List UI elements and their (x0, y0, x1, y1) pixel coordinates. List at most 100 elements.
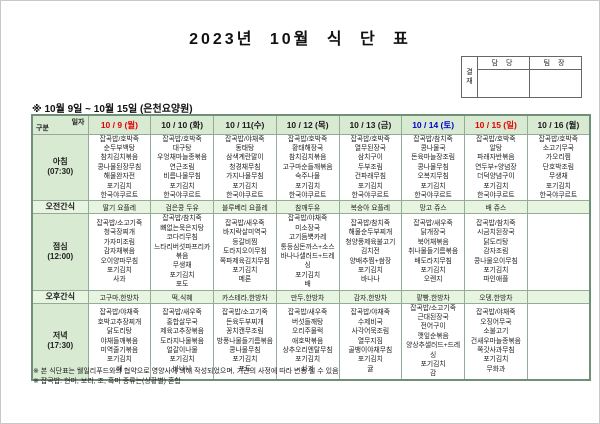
cell-breakfast: 잡곡밥/호박죽 소고기무국 가오리찜 단호박조림 무생채 포기김치 한국야쿠르트 (526, 133, 591, 202)
menu-item: 포기김치 (545, 182, 571, 190)
menu-item: 포도 (238, 365, 252, 373)
menu-item: 골뱅이야채무침 (348, 346, 393, 354)
row-header-pm-snack: 오후간식 (31, 289, 89, 304)
cell-am-snack: 검은콩 두유 (150, 200, 214, 215)
menu-item: 포기김치 (232, 267, 258, 275)
menu-item: 전어구이 (420, 323, 446, 331)
row-header-label: 오후간식 (45, 291, 75, 301)
menu-item: 꽁치캔무조림 (226, 328, 264, 336)
menu-item: 포기김치 (483, 182, 509, 190)
menu-item: 사각어묵조림 (351, 328, 390, 336)
approval-stamp-label: 결 재 (461, 56, 478, 98)
date-header: 10 / 10 (화) (150, 114, 214, 135)
menu-item: 고구마순들깨볶음 (282, 163, 333, 171)
cell-lunch: 잡곡밥/야채죽 미소장국 고기듬뿍카레 통등심돈까스+소스 바나나샐러드+드레싱 포기김치… (275, 213, 340, 291)
menu-item: 포기김치 (483, 267, 509, 275)
date-header: 10 / 9 (월) (87, 114, 152, 135)
menu-item: 홍합살무국 (166, 318, 198, 326)
menu-item: 청양풍제육불고기 (345, 238, 396, 246)
menu-item: 포기김치 (106, 267, 132, 275)
row-header-time: (12:00) (47, 251, 74, 261)
menu-item: 김치전 (360, 248, 380, 256)
menu-item: 잡곡밥/새우죽 (413, 220, 453, 228)
week-range-subtitle: ※ 10월 9일 ~ 10월 15일 (은천요양원) (32, 104, 193, 115)
menu-item: 포도 (175, 281, 189, 289)
cell-am-snack: 배 쥬스 (464, 200, 528, 215)
am-snack-row: 오전간식 딸기 요플레 검은콩 두유 블루베리 요플레 참깨두유 복숭아 요플레 망고 쥬… (31, 200, 591, 215)
menu-item: 포기김치 (420, 182, 446, 190)
menu-item: 잡곡밥/야채죽 (350, 309, 391, 317)
menu-item: 한국야쿠르트 (100, 191, 139, 199)
menu-item: 한국야쿠르트 (477, 191, 515, 199)
menu-item: 한국야쿠르트 (163, 191, 201, 199)
menu-item: 청국장찌개 (103, 229, 135, 237)
menu-item: 순두부백탕 (103, 144, 135, 152)
menu-item: 한국야쿠르트 (414, 191, 452, 199)
menu-item: 콩나물국 (420, 144, 446, 152)
menu-item: 오리주물럭 (291, 328, 324, 336)
menu-item: 비름나물무침 (163, 173, 201, 181)
cell-breakfast: 잡곡밥/호박죽 황태해장국 참치김치볶음 고구마순들깨볶음 숙주나물 포기김치 한국야쿠르트 (275, 133, 340, 202)
date-header: 10 / 12 (목) (275, 114, 340, 135)
menu-item: 도라지오이무침 (222, 248, 267, 256)
menu-item: 콩나물오이무침 (473, 257, 518, 265)
menu-item: 포기김치 (232, 356, 258, 364)
cell-am-snack: 딸기 요플레 (87, 200, 152, 215)
menu-item: 잡곡밥/호박죽 (99, 135, 140, 143)
menu-item: 오징어무국 (480, 318, 512, 326)
menu-item: 파인애플 (483, 276, 509, 284)
menu-item: 잡곡밥/참치죽 (476, 220, 516, 228)
menu-item: 잡곡밥/야채죽 (225, 135, 265, 143)
menu-item: 돈육두부찌개 (226, 318, 264, 326)
menu-item: 애호박볶음 (291, 337, 324, 345)
menu-item: 파래자반볶음 (477, 154, 515, 162)
menu-item: 포기김치 (357, 356, 383, 364)
menu-item: 잡곡밥/새우죽 (287, 309, 328, 317)
menu-item: 잡곡밥/호박죽 (538, 135, 579, 143)
menu-item: 건새우마늘종볶음 (470, 337, 521, 345)
menu-item: 포기김치 (357, 182, 383, 190)
cell-dinner: 잡곡밥/소고기죽 돈육두부찌개 꽁치캔무조림 방풍나물들기름볶음 콩나물무침 포기김치 포도 (213, 302, 277, 381)
corner-cell: 일자 구분 (31, 114, 89, 135)
menu-item: 도라지나물볶음 (160, 337, 205, 345)
cell-pm-snack: 떡,식혜 (150, 289, 214, 304)
cell-breakfast: 잡곡밥/야채죽 동태탕 삼색계란말이 청경채무침 가지나물무침 포기김치 한국야쿠르트 (213, 133, 277, 202)
menu-item: 해물완자전 (103, 173, 135, 181)
cell-pm-snack: 카스테라,한방차 (213, 289, 277, 304)
menu-item: 잡곡밥/새우죽 (225, 220, 265, 228)
row-header-am-snack: 오전간식 (31, 200, 89, 215)
menu-item: 한국야쿠르트 (288, 191, 327, 199)
dinner-row: 저녁 (17:30) 잡곡밥/야채죽 호박고추장찌개 닭도리탕 야채들깨볶음 미역줄기볶… (31, 302, 591, 381)
menu-item: 버섯들깨탕 (291, 318, 324, 326)
menu-item: 감 (429, 370, 437, 378)
menu-item: 가지나물무침 (226, 173, 264, 181)
cell-lunch: 잡곡밥/소고기죽 청국장찌개 가자미조림 감자채볶음 오이양파무침 포기김치 사과 (87, 213, 152, 291)
menu-item: 오복지무침 (417, 173, 449, 181)
menu-item: 콩나물된장무침 (97, 163, 142, 171)
menu-item: 잡곡밥/야채죽 (287, 215, 328, 223)
cell-lunch: 잡곡밥/새우죽 바지락살미역국 등갈비찜 도라지오이무침 쪽파제육김치무침 포기김치 메론 (213, 213, 277, 291)
menu-item: 미역줄기볶음 (100, 346, 139, 354)
approval-box: 결 재 담 당 팀 장 (461, 56, 582, 98)
menu-item: 소고기무국 (542, 144, 574, 152)
menu-item: 포기김치 (106, 182, 132, 190)
row-header-time: (17:30) (47, 341, 74, 351)
footnotes: ※ 본 식단표는 웰일리푸드와의 협약으로 영양사에 의해 작성되었으며, 기관… (33, 367, 339, 387)
menu-item: 잡곡밥/참치죽 (413, 135, 453, 143)
row-header-lunch: 점심 (12:00) (31, 213, 89, 291)
menu-item: 미소장국 (295, 224, 321, 232)
menu-item: 잡곡밥/참치죽 (350, 220, 391, 228)
menu-item: 감자조림 (483, 248, 509, 256)
menu-item: 한국야쿠르트 (539, 191, 578, 199)
row-header-time: (07:30) (47, 167, 74, 177)
cell-breakfast: 잡곡밥/호박죽 순두부백탕 참치김치볶음 콩나물된장무침 해물완자전 포기김치 한국야쿠르트 (87, 133, 152, 202)
menu-item: 취나물들기름볶음 (408, 248, 459, 256)
date-header-row: 일자 구분 10 / 9 (월) 10 / 10 (화) 10 / 11(수) 10 … (31, 114, 591, 135)
menu-item: 오렌지 (423, 276, 443, 284)
date-header: 10 / 11(수) (213, 114, 277, 135)
menu-item: 깻잎순볶음 (417, 332, 449, 340)
cell-am-snack: 참깨두유 (275, 200, 340, 215)
row-header-dinner: 저녁 (17:30) (31, 302, 89, 381)
menu-item: 사과 (113, 276, 126, 284)
breakfast-row: 아침 (07:30) 잡곡밥/호박죽 순두부백탕 참치김치볶음 콩나물된장무침 해물완자… (31, 133, 591, 202)
